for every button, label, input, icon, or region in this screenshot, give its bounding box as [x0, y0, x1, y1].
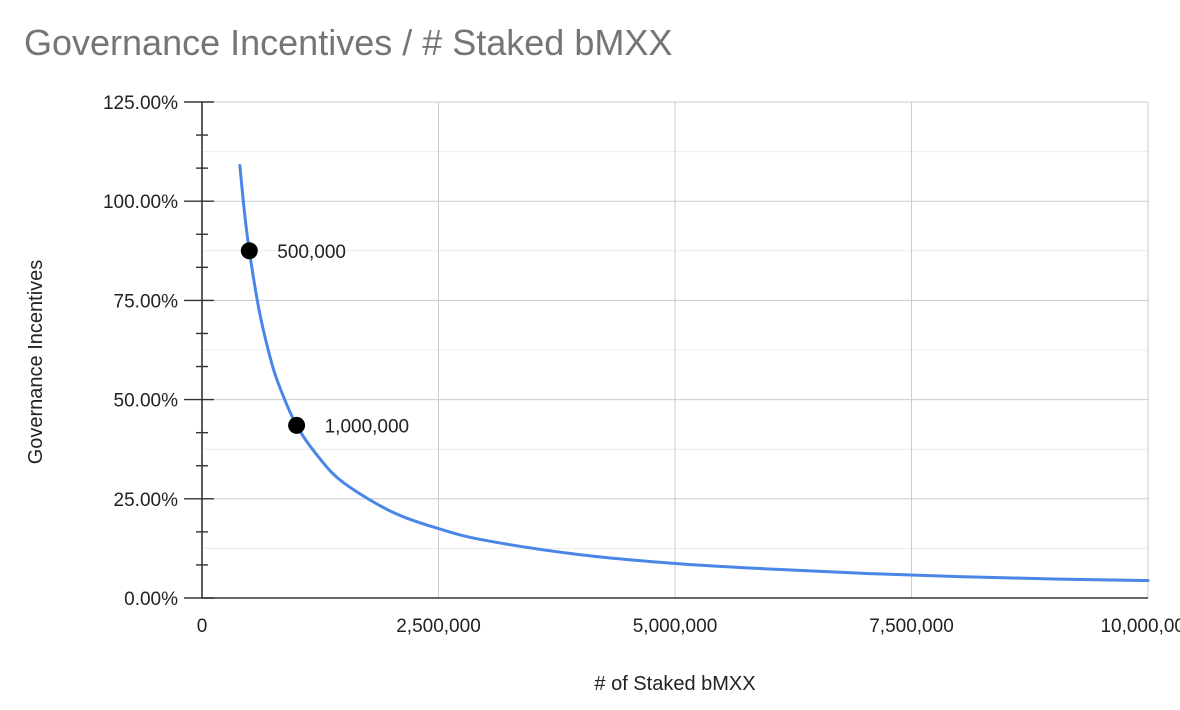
- data-point-label: 1,000,000: [325, 416, 410, 437]
- series-line: [238, 163, 1150, 583]
- x-axis-title: # of Staked bMXX: [594, 673, 755, 695]
- x-tick-label: 7,500,000: [869, 616, 954, 637]
- data-point: [240, 242, 258, 260]
- chart-title: Governance Incentives / # Staked bMXX: [24, 22, 673, 63]
- y-tick-label: 75.00%: [114, 291, 179, 312]
- y-tick-label: 25.00%: [114, 490, 179, 511]
- x-tick-label: 10,000,000: [1100, 616, 1180, 637]
- y-tick-label: 125.00%: [103, 93, 178, 114]
- series-layer: [238, 163, 1150, 583]
- y-tick-label: 50.00%: [114, 391, 179, 412]
- points-layer: 500,000 1,000,000: [240, 242, 410, 437]
- x-tick-label: 5,000,000: [633, 616, 718, 637]
- y-tick-label: 100.00%: [103, 192, 178, 213]
- axis-layer: 0.00% 25.00% 50.00% 75.00% 100.00% 125.00% 0 2,…: [103, 93, 1180, 637]
- x-tick-label: 0: [197, 616, 208, 637]
- grid-layer: [202, 101, 1149, 598]
- x-tick-label: 2,500,000: [396, 616, 481, 637]
- data-point-label: 500,000: [277, 242, 346, 263]
- data-point: [288, 416, 306, 434]
- y-tick-label: 0.00%: [124, 589, 178, 610]
- y-axis-title: Governance Incentives: [25, 260, 47, 465]
